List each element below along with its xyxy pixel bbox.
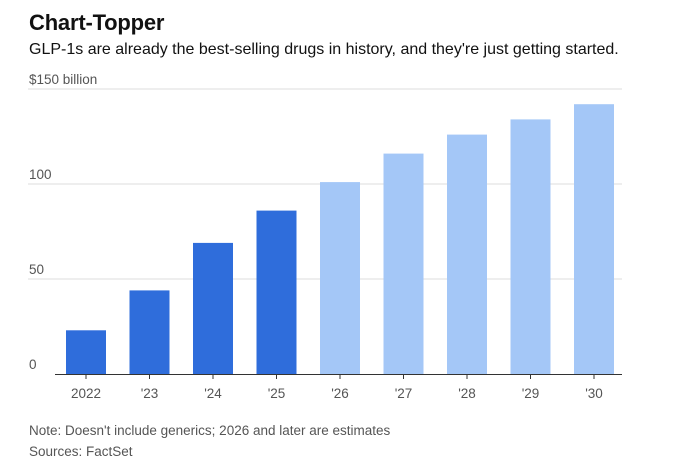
- bar-30: [574, 104, 614, 374]
- y-tick-label: 100: [29, 167, 52, 182]
- bar-25: [256, 210, 297, 374]
- bar-2022: [66, 330, 106, 374]
- x-tick-label: '25: [268, 386, 286, 401]
- footnote: Note: Doesn't include generics; 2026 and…: [29, 423, 391, 438]
- bar-24: [193, 242, 233, 374]
- bar-26: [320, 182, 360, 374]
- x-tick-label: '27: [395, 386, 413, 401]
- bar-23: [129, 290, 170, 374]
- x-tick-label: '28: [458, 386, 476, 401]
- y-tick-label: $150 billion: [29, 72, 97, 87]
- chart-title: Chart-Topper: [29, 10, 165, 35]
- chart-subtitle: GLP-1s are already the best-selling drug…: [29, 41, 619, 58]
- y-tick-label: 50: [29, 262, 44, 277]
- x-tick-label: '24: [204, 386, 222, 401]
- bar-28: [447, 134, 487, 374]
- x-tick-label: 2022: [71, 386, 101, 401]
- x-tick-label: '30: [585, 386, 603, 401]
- bar-29: [510, 119, 551, 375]
- x-tick-label: '23: [141, 386, 159, 401]
- y-tick-label: 0: [29, 357, 37, 372]
- x-tick-label: '29: [522, 386, 540, 401]
- bar-27: [383, 153, 424, 374]
- source-note: Sources: FactSet: [29, 444, 133, 459]
- x-tick-label: '26: [331, 386, 349, 401]
